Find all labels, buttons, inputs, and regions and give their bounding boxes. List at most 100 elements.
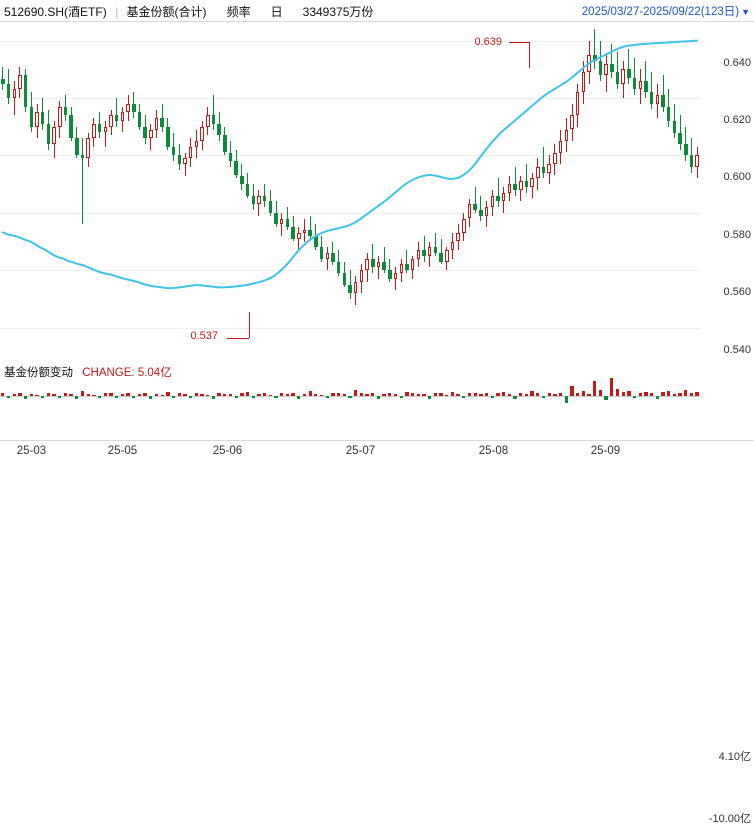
candle-body xyxy=(655,95,660,104)
candle-body xyxy=(1,79,5,84)
candle-body xyxy=(217,123,221,136)
candle-body xyxy=(433,247,438,253)
chart-header: 512690.SH(酒ETF) | 基金份额(合计) 频率 日 3349375万… xyxy=(0,0,754,22)
share-change-bar xyxy=(462,396,466,398)
share-change-bar xyxy=(234,396,238,398)
candle-body xyxy=(6,83,11,98)
candle-body xyxy=(160,118,164,127)
candle-wick xyxy=(440,238,442,265)
candle-body xyxy=(359,270,364,282)
candle-body xyxy=(336,261,341,274)
candle-wick xyxy=(685,126,687,162)
candle-body xyxy=(297,232,301,239)
share-change-bar xyxy=(695,392,699,397)
share-change-bar xyxy=(519,393,523,397)
share-change-bar xyxy=(530,390,534,397)
candle-wick xyxy=(423,235,425,262)
candle-body xyxy=(439,253,443,262)
share-change-bar xyxy=(479,394,483,397)
share-change-bar xyxy=(655,396,659,400)
candle-body xyxy=(524,181,529,187)
share-change-bar xyxy=(257,394,261,397)
candle-body xyxy=(610,63,614,73)
share-change-bar xyxy=(137,393,142,396)
candle-body xyxy=(314,235,318,248)
share-change-y-axis: 4.10亿 -10.00亿 xyxy=(700,378,754,825)
share-change-bar xyxy=(325,396,329,398)
share-change-bar xyxy=(41,396,45,399)
share-change-bar xyxy=(103,393,107,396)
header-divider-1: | xyxy=(115,5,119,19)
share-change-bar xyxy=(507,394,511,397)
candle-body xyxy=(388,270,392,279)
candle-body xyxy=(405,264,409,271)
date-range-selector[interactable]: 2025/03/27-2025/09/22(123日) ▼ xyxy=(582,3,750,19)
candle-body xyxy=(308,230,312,236)
share-change-bar xyxy=(467,393,472,397)
candle-body xyxy=(507,184,512,193)
share-change-bar xyxy=(359,393,364,396)
candle-wick xyxy=(434,232,436,256)
share-change-bar xyxy=(502,392,506,397)
candle-body xyxy=(92,123,96,139)
subplot-y-tick: -10.00亿 xyxy=(708,813,751,825)
candle-body xyxy=(644,80,648,93)
candle-body xyxy=(35,112,39,127)
share-change-bar xyxy=(297,396,301,400)
candle-body xyxy=(194,141,199,147)
candle-wick xyxy=(617,52,618,90)
share-change-bar xyxy=(672,393,677,396)
share-change-bar xyxy=(382,393,386,396)
candle-body xyxy=(473,204,477,210)
annotation-stem xyxy=(248,312,250,339)
candle-body xyxy=(177,155,181,164)
share-change-bar xyxy=(274,396,278,398)
candle-body xyxy=(689,155,694,167)
candle-body xyxy=(29,106,33,127)
candle-wick xyxy=(281,212,283,236)
x-axis-tick: 25-06 xyxy=(212,445,243,457)
candle-body xyxy=(23,75,28,107)
share-change-bar xyxy=(75,396,79,400)
candle-body xyxy=(632,77,637,90)
candle-body xyxy=(171,146,176,156)
candle-wick xyxy=(2,66,4,90)
share-change-bar xyxy=(604,396,608,400)
share-change-bar xyxy=(575,393,580,396)
share-change-bar xyxy=(319,394,324,397)
share-change-bar xyxy=(92,394,96,397)
candle-body xyxy=(137,112,142,127)
share-change-bar xyxy=(615,389,620,396)
candle-body xyxy=(109,115,113,127)
candle-wick xyxy=(662,75,664,113)
share-change-bar xyxy=(206,394,210,397)
candle-body xyxy=(365,258,369,271)
share-change-bar xyxy=(428,396,432,400)
candle-wick xyxy=(474,187,476,213)
candle-body xyxy=(501,192,506,202)
candle-body xyxy=(279,218,284,225)
candle-body xyxy=(371,258,375,268)
share-change-bar xyxy=(621,392,625,397)
share-change-plot[interactable] xyxy=(0,378,700,440)
share-change-bar xyxy=(245,392,250,397)
subpanel-change-label: CHANGE: xyxy=(82,367,135,379)
metric-label: 基金份额(合计) xyxy=(126,5,207,19)
candle-body xyxy=(541,166,546,173)
candle-body xyxy=(154,118,159,130)
share-change-bar xyxy=(365,394,369,397)
share-change-bar xyxy=(314,393,318,396)
candle-body xyxy=(513,184,517,190)
share-change-bar xyxy=(69,394,73,397)
candle-wick xyxy=(104,121,106,147)
gridline xyxy=(0,327,700,329)
share-change-bar xyxy=(149,396,153,399)
candle-body xyxy=(188,146,193,159)
candle-body xyxy=(325,253,329,259)
share-change-bar xyxy=(632,396,637,399)
metric-value: 3349375万份 xyxy=(302,5,374,19)
candle-wick xyxy=(13,80,15,116)
share-change-bar xyxy=(405,392,409,397)
share-change-bar xyxy=(354,390,358,396)
price-plot[interactable]: 0.639 0.537 xyxy=(0,22,700,362)
